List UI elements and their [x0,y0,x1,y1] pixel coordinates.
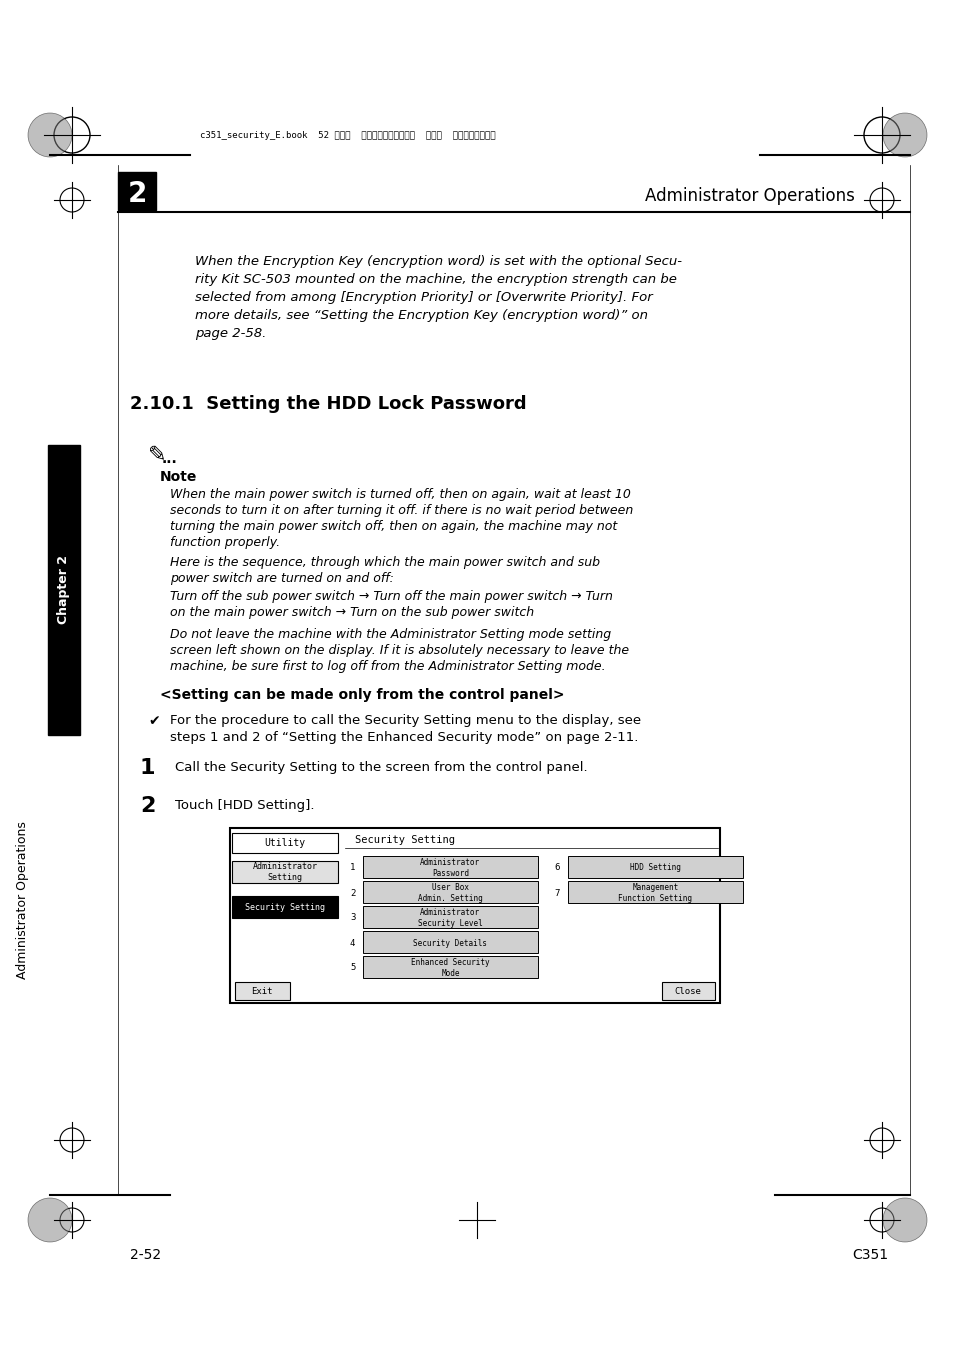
Bar [232,896,337,918]
Text: For the procedure to call the Security Setting menu to the display, see: For the procedure to call the Security S… [170,714,640,728]
Text: Do not leave the machine with the Administrator Setting mode setting: Do not leave the machine with the Admini… [170,628,611,641]
Text: Administrator
Password: Administrator Password [420,859,480,878]
Text: Enhanced Security
Mode: Enhanced Security Mode [411,958,489,977]
Circle shape [882,113,926,157]
Bar [363,906,537,927]
Bar [234,981,290,1000]
Text: Administrator Operations: Administrator Operations [15,821,29,979]
Circle shape [882,1197,926,1242]
Text: page 2-58.: page 2-58. [194,327,266,340]
Bar [230,828,720,1003]
Text: function properly.: function properly. [170,536,280,549]
Text: more details, see “Setting the Encryption Key (encryption word)” on: more details, see “Setting the Encryptio… [194,309,647,323]
Text: <Setting can be made only from the control panel>: <Setting can be made only from the contr… [160,688,564,702]
Text: 2-52: 2-52 [130,1247,161,1262]
Text: ✔: ✔ [148,714,159,728]
Text: Security Details: Security Details [413,938,487,948]
Text: Exit: Exit [251,987,273,995]
Text: turning the main power switch off, then on again, the machine may not: turning the main power switch off, then … [170,520,617,533]
Text: 4: 4 [350,938,355,948]
Text: 2.10.1  Setting the HDD Lock Password: 2.10.1 Setting the HDD Lock Password [130,396,526,413]
Bar [363,856,537,878]
Text: 7: 7 [555,888,559,898]
Bar [118,171,156,211]
Text: ✎: ✎ [148,446,167,464]
Text: Security Setting: Security Setting [245,903,325,911]
Text: HDD Setting: HDD Setting [629,864,680,872]
Bar [232,861,337,883]
Bar [567,856,741,878]
Text: 2: 2 [140,796,155,815]
Text: 1: 1 [350,864,355,872]
Circle shape [28,113,71,157]
Text: 5: 5 [350,964,355,972]
Text: ...: ... [162,452,177,466]
Text: machine, be sure first to log off from the Administrator Setting mode.: machine, be sure first to log off from t… [170,660,605,674]
Bar [232,833,337,853]
Text: Utility: Utility [264,838,305,848]
Text: screen left shown on the display. If it is absolutely necessary to leave the: screen left shown on the display. If it … [170,644,628,657]
Text: on the main power switch → Turn on the sub power switch: on the main power switch → Turn on the s… [170,606,534,620]
Text: Here is the sequence, through which the main power switch and sub: Here is the sequence, through which the … [170,556,599,568]
Text: steps 1 and 2 of “Setting the Enhanced Security mode” on page 2-11.: steps 1 and 2 of “Setting the Enhanced S… [170,730,638,744]
Text: Chapter 2: Chapter 2 [57,555,71,625]
Text: seconds to turn it on after turning it off. if there is no wait period between: seconds to turn it on after turning it o… [170,504,633,517]
Text: When the main power switch is turned off, then on again, wait at least 10: When the main power switch is turned off… [170,487,630,501]
Text: 3: 3 [350,914,355,922]
Text: Note: Note [160,470,197,485]
Circle shape [28,1197,71,1242]
Bar [363,931,537,953]
Text: Management
Function Setting: Management Function Setting [618,883,692,903]
Text: selected from among [Encryption Priority] or [Overwrite Priority]. For: selected from among [Encryption Priority… [194,292,652,304]
Text: power switch are turned on and off:: power switch are turned on and off: [170,572,394,585]
Bar [363,956,537,977]
Text: 1: 1 [140,757,155,778]
Bar [48,446,80,734]
Text: When the Encryption Key (encryption word) is set with the optional Secu-: When the Encryption Key (encryption word… [194,255,681,269]
Bar [567,882,741,903]
Text: C351: C351 [851,1247,887,1262]
Text: Security Setting: Security Setting [355,836,455,845]
Text: 2: 2 [127,180,147,208]
Text: User Box
Admin. Setting: User Box Admin. Setting [417,883,482,903]
Text: Close: Close [674,987,700,995]
Text: rity Kit SC-503 mounted on the machine, the encryption strength can be: rity Kit SC-503 mounted on the machine, … [194,273,677,286]
Bar [661,981,714,1000]
Text: c351_security_E.book  52 ページ  ２００７年４月１１日  水曜日  午前１０時１９分: c351_security_E.book 52 ページ ２００７年４月１１日 水… [200,131,496,139]
Bar [363,882,537,903]
Text: Administrator Operations: Administrator Operations [644,188,854,205]
Text: Touch [HDD Setting].: Touch [HDD Setting]. [174,799,314,811]
Text: Administrator
Setting: Administrator Setting [253,863,317,882]
Text: 6: 6 [555,864,559,872]
Text: Call the Security Setting to the screen from the control panel.: Call the Security Setting to the screen … [174,761,587,774]
Text: 2: 2 [350,888,355,898]
Text: Turn off the sub power switch → Turn off the main power switch → Turn: Turn off the sub power switch → Turn off… [170,590,612,603]
Text: Administrator
Security Level: Administrator Security Level [417,909,482,927]
